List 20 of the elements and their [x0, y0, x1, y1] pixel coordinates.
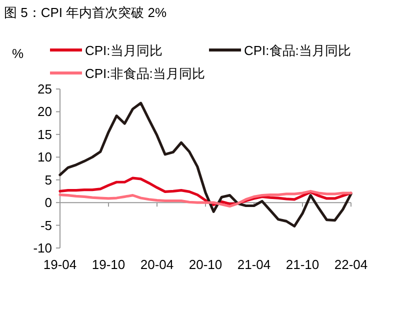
y-tick-label: 0 — [44, 195, 52, 210]
chart-title: 图 5：CPI 年内首次突破 2% — [4, 5, 167, 20]
x-tick-label: 19-10 — [92, 257, 126, 272]
x-tick-label: 21-04 — [237, 257, 271, 272]
y-tick-label: 5 — [44, 172, 52, 188]
x-tick-label: 21-10 — [286, 257, 320, 272]
y-tick-label: 20 — [38, 104, 52, 120]
x-tick-label: 19-04 — [43, 257, 77, 272]
y-tick-label: 25 — [38, 82, 52, 96]
y-tick-label: 10 — [38, 150, 52, 165]
legend-label: CPI:当月同比 — [85, 43, 162, 58]
x-tick-label: 20-10 — [188, 257, 222, 272]
legend-label: CPI:食品:当月同比 — [244, 43, 351, 58]
y-tick-label: 15 — [38, 126, 52, 142]
x-tick-label: 22-04 — [334, 257, 368, 272]
x-tick-label: 20-04 — [140, 257, 174, 272]
y-tick-label: -10 — [33, 240, 52, 256]
y-tick-label: -5 — [40, 218, 52, 233]
y-axis-title: % — [12, 46, 24, 61]
legend-label: CPI:非食品:当月同比 — [85, 66, 205, 81]
